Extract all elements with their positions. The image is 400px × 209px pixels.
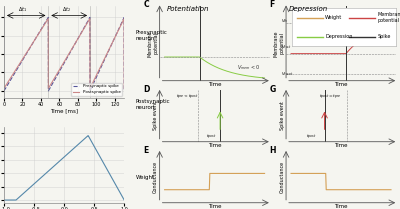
- Text: C: C: [143, 0, 149, 9]
- Y-axis label: Conductance: Conductance: [153, 161, 158, 193]
- Presynaptic spike: [96, 73, 100, 75]
- Text: Presynaptic
neuron: Presynaptic neuron: [136, 30, 168, 41]
- Y-axis label: Spike event: Spike event: [280, 101, 285, 130]
- Text: G: G: [270, 85, 276, 94]
- Presynaptic spike: [54, 74, 59, 77]
- X-axis label: Time: Time: [208, 143, 221, 148]
- X-axis label: Time [ms]: Time [ms]: [50, 109, 78, 114]
- X-axis label: Time: Time: [334, 82, 348, 87]
- X-axis label: Time: Time: [334, 204, 348, 209]
- Text: $t_{pre} < t_{post}$: $t_{pre} < t_{post}$: [176, 92, 199, 101]
- Y-axis label: Conductance: Conductance: [280, 161, 285, 193]
- Text: $t_{post}$: $t_{post}$: [306, 132, 316, 141]
- Line: Presynaptic spike: Presynaptic spike: [4, 17, 124, 91]
- Text: F: F: [270, 0, 275, 9]
- Postsynaptic spike: [122, 87, 127, 89]
- Text: Depression: Depression: [288, 6, 328, 12]
- Y-axis label: Membrane
potential: Membrane potential: [148, 30, 158, 57]
- Presynaptic spike: [84, 22, 89, 25]
- Text: E: E: [143, 147, 148, 155]
- Presynaptic spike: [14, 69, 19, 72]
- Postsynaptic spike: [14, 68, 19, 70]
- Y-axis label: Spike event: Spike event: [153, 101, 158, 130]
- Text: Depression: Depression: [325, 34, 353, 39]
- Text: $\Delta t_1$: $\Delta t_1$: [18, 5, 27, 14]
- Text: Weight: Weight: [136, 175, 155, 180]
- Text: Spike: Spike: [377, 34, 391, 39]
- Postsynaptic spike: [88, 17, 92, 20]
- Postsynaptic spike: [84, 23, 89, 25]
- X-axis label: Time: Time: [208, 82, 221, 87]
- Text: $t_{post}$: $t_{post}$: [206, 132, 216, 141]
- Presynaptic spike: [122, 90, 127, 92]
- Text: H: H: [270, 147, 276, 155]
- Text: $V_{mem} < 0$: $V_{mem} < 0$: [236, 64, 260, 73]
- Text: Membrane
potential: Membrane potential: [377, 12, 400, 23]
- Postsynaptic spike: [98, 66, 102, 69]
- Presynaptic spike: [50, 82, 55, 85]
- Postsynaptic spike: [50, 80, 55, 83]
- Text: $V_{rest}$: $V_{rest}$: [280, 43, 291, 51]
- Text: D: D: [143, 85, 150, 94]
- X-axis label: Time: Time: [208, 204, 221, 209]
- Text: $V_{mem} > 0$: $V_{mem} > 0$: [346, 20, 367, 27]
- X-axis label: Time: Time: [334, 143, 348, 148]
- Text: Potentiation: Potentiation: [167, 6, 209, 12]
- Text: Weight: Weight: [325, 15, 342, 20]
- Presynaptic spike: [88, 16, 92, 19]
- Text: $t_{post} = t_{pre}$: $t_{post} = t_{pre}$: [319, 92, 342, 101]
- Y-axis label: Membrane
potential: Membrane potential: [274, 30, 285, 57]
- Postsynaptic spike: [2, 87, 6, 89]
- Postsynaptic spike: [54, 73, 59, 75]
- Line: Postsynaptic spike: Postsynaptic spike: [4, 19, 124, 88]
- Text: $V_{th}$: $V_{th}$: [280, 18, 288, 25]
- Text: $V_{reset}$: $V_{reset}$: [280, 70, 293, 78]
- Text: $\Delta t_2$: $\Delta t_2$: [62, 5, 72, 14]
- Legend: Presynaptic spike, Postsynaptic spike: Presynaptic spike, Postsynaptic spike: [71, 83, 122, 96]
- Presynaptic spike: [2, 90, 6, 92]
- Postsynaptic spike: [96, 71, 100, 74]
- Presynaptic spike: [98, 68, 102, 71]
- Text: Postsynaptic
neuron: Postsynaptic neuron: [136, 99, 170, 110]
